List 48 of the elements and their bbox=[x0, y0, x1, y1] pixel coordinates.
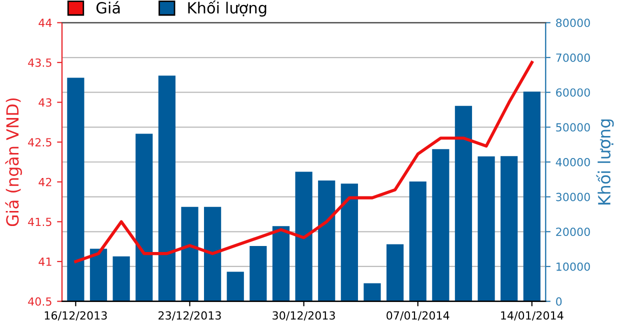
bar bbox=[500, 156, 518, 302]
bar bbox=[295, 172, 312, 302]
line-series bbox=[74, 60, 534, 264]
y2-tick-label: 70000 bbox=[556, 53, 590, 62]
bar bbox=[318, 180, 336, 302]
legend-label: Giá bbox=[96, 1, 120, 14]
bar bbox=[272, 226, 290, 302]
bar bbox=[250, 246, 267, 302]
bar bbox=[112, 256, 130, 302]
y-axis-title: Giá (ngàn VND) bbox=[5, 98, 22, 226]
bar bbox=[340, 184, 358, 302]
bar bbox=[181, 206, 198, 302]
x-tick-label: 14/01/2014 bbox=[501, 311, 564, 321]
y-tick-label: 41.5 bbox=[28, 218, 52, 226]
y-tick-label: 43.5 bbox=[28, 58, 52, 67]
y-tick-label: 44 bbox=[38, 18, 52, 27]
bar bbox=[454, 106, 472, 302]
y2-tick-label: 60000 bbox=[556, 88, 590, 97]
x-tick-label: 07/01/2014 bbox=[386, 311, 450, 321]
bar bbox=[523, 92, 540, 302]
y-tick-label: 42 bbox=[38, 178, 52, 186]
bar bbox=[386, 244, 404, 302]
bar bbox=[226, 272, 244, 302]
x-tick-label: 23/12/2013 bbox=[158, 311, 221, 321]
bar bbox=[204, 206, 222, 302]
y2-tick-label: 40000 bbox=[556, 158, 590, 166]
y-tick-label: 40.5 bbox=[28, 297, 52, 306]
x-tick-label: 30/12/2013 bbox=[272, 311, 335, 321]
bar bbox=[158, 76, 176, 302]
x-tick-label: 16/12/2013 bbox=[44, 311, 107, 321]
y2-tick-label: 30000 bbox=[556, 192, 590, 202]
y2-axis-title: Khối lượng bbox=[596, 119, 614, 204]
bar bbox=[409, 182, 426, 302]
y-tick-label: 43 bbox=[38, 98, 52, 107]
y2-tick-label: 80000 bbox=[556, 18, 590, 28]
bar bbox=[67, 78, 84, 302]
bar bbox=[90, 248, 108, 302]
legend-label: Khối lượng bbox=[188, 0, 266, 17]
y2-tick-label: 10000 bbox=[556, 262, 590, 271]
y2-tick-label: 20000 bbox=[556, 228, 590, 236]
bar bbox=[136, 134, 153, 302]
y-tick-label: 42.5 bbox=[28, 138, 52, 146]
y2-tick-label: 50000 bbox=[556, 123, 590, 132]
bar bbox=[478, 156, 495, 302]
y2-tick-label: 0 bbox=[556, 297, 562, 306]
y-tick-label: 41 bbox=[38, 258, 52, 266]
bar bbox=[432, 149, 450, 302]
bar bbox=[364, 283, 381, 302]
